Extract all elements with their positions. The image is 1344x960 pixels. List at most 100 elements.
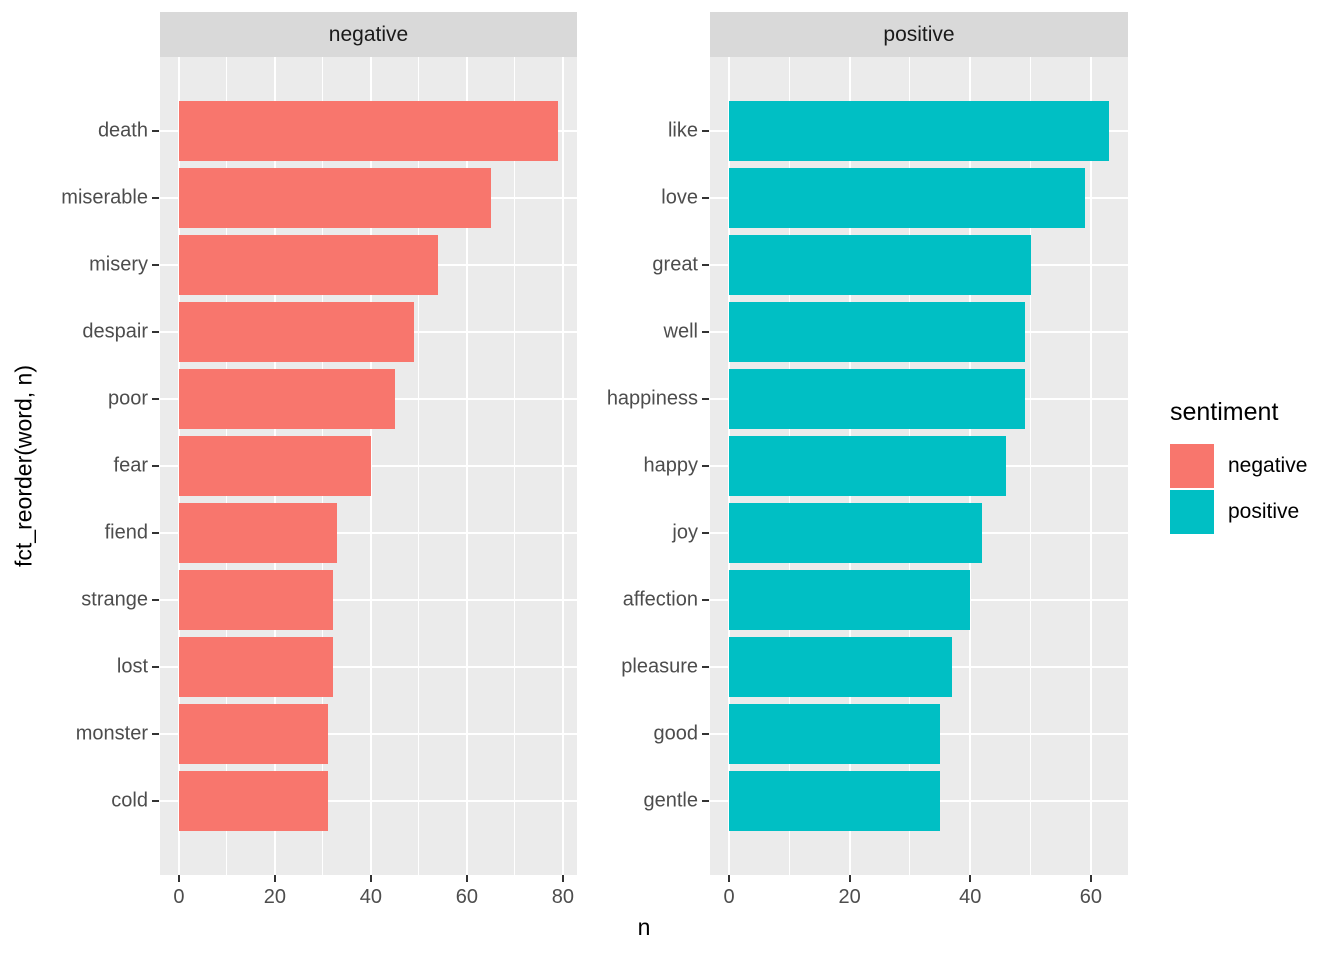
- y-axis-label-happy: happy: [643, 454, 699, 477]
- y-tick-mark: [152, 397, 159, 400]
- y-axis-label-monster: monster: [75, 722, 148, 745]
- x-tick-mark: [1089, 875, 1092, 882]
- y-tick-mark: [702, 263, 709, 266]
- y-tick-mark: [152, 330, 159, 333]
- y-tick-mark: [152, 800, 159, 803]
- x-tick-label: 0: [173, 886, 185, 908]
- y-axis-label-like: like: [667, 119, 698, 142]
- y-axis-label-love: love: [661, 186, 698, 209]
- bar-fiend: [178, 503, 338, 564]
- x-tick-mark: [369, 875, 372, 882]
- y-tick-mark: [152, 733, 159, 736]
- x-axis-title: n: [637, 914, 651, 940]
- bar-strange: [178, 570, 333, 631]
- x-tick-mark: [273, 875, 276, 882]
- bar-joy: [729, 503, 983, 564]
- bar-affection: [729, 570, 971, 631]
- x-tick-mark: [465, 875, 468, 882]
- gridline-horizontal: [160, 599, 577, 602]
- y-tick-mark: [152, 599, 159, 602]
- y-tick-mark: [702, 196, 709, 199]
- legend-key-negative: [1170, 444, 1214, 488]
- facet-strip-positive: positive: [710, 12, 1128, 57]
- gridline-vertical-minor: [514, 57, 516, 875]
- panel-positive: [710, 57, 1128, 875]
- x-tick-mark: [177, 875, 180, 882]
- panel-negative: [160, 57, 577, 875]
- bar-happy: [729, 436, 1007, 496]
- y-axis-label-gentle: gentle: [643, 789, 699, 812]
- bar-miserable: [178, 167, 491, 228]
- facet-strip-positive-label: positive: [883, 22, 955, 46]
- legend-key-positive: [1170, 490, 1214, 534]
- y-axis-label-great: great: [652, 253, 698, 276]
- bar-fear: [178, 436, 371, 496]
- x-tick-label: 60: [1079, 886, 1103, 908]
- x-tick-mark: [561, 875, 564, 882]
- y-axis-label-cold: cold: [111, 789, 148, 812]
- gridline-vertical-major: [561, 57, 564, 875]
- y-tick-mark: [702, 800, 709, 803]
- x-tick-mark: [969, 875, 972, 882]
- bar-great: [729, 234, 1031, 295]
- x-tick-mark: [728, 875, 730, 882]
- y-tick-mark: [152, 666, 159, 669]
- y-axis-label-misery: misery: [89, 253, 148, 276]
- y-tick-mark: [702, 330, 709, 333]
- x-tick-mark: [848, 875, 851, 882]
- y-tick-mark: [152, 532, 159, 535]
- bar-death: [178, 100, 559, 161]
- bar-despair: [178, 301, 415, 362]
- gridline-vertical-minor: [418, 57, 420, 875]
- bar-poor: [178, 368, 395, 429]
- x-tick-label: 60: [455, 886, 478, 908]
- y-tick-mark: [152, 465, 159, 467]
- y-tick-mark: [702, 666, 709, 669]
- y-axis-label-despair: despair: [82, 320, 148, 343]
- bar-gentle: [729, 771, 941, 832]
- y-axis-label-poor: poor: [107, 387, 148, 410]
- facet-strip-negative: negative: [160, 12, 577, 57]
- bar-pleasure: [729, 637, 953, 698]
- y-axis-label-well: well: [663, 320, 698, 343]
- bar-happiness: [729, 368, 1025, 429]
- y-axis-label-happiness: happiness: [606, 387, 698, 410]
- y-axis-label-fiend: fiend: [104, 521, 148, 544]
- x-tick-label: 20: [263, 886, 287, 908]
- gridline-vertical-major: [1089, 57, 1092, 875]
- x-tick-label: 40: [959, 886, 982, 908]
- bar-like: [729, 100, 1109, 161]
- y-axis-label-miserable: miserable: [61, 186, 148, 209]
- bar-love: [729, 167, 1085, 228]
- gridline-horizontal: [160, 800, 577, 803]
- y-tick-mark: [702, 599, 709, 602]
- bar-lost: [178, 637, 333, 698]
- facet-strip-negative-label: negative: [328, 22, 409, 46]
- y-tick-mark: [702, 733, 709, 736]
- y-axis-title: fct_reorder(word, n): [10, 365, 37, 567]
- x-tick-label: 40: [359, 886, 383, 908]
- x-tick-label: 0: [723, 886, 735, 908]
- y-tick-mark: [702, 129, 709, 132]
- gridline-horizontal: [160, 532, 577, 535]
- y-tick-mark: [702, 397, 709, 400]
- bar-monster: [178, 704, 328, 765]
- gridline-vertical-major: [369, 57, 372, 875]
- bar-good: [729, 704, 941, 765]
- x-tick-label: 20: [838, 886, 861, 908]
- y-tick-mark: [702, 532, 709, 535]
- y-tick-mark: [152, 196, 159, 199]
- x-tick-label: 80: [551, 886, 574, 908]
- y-axis-label-good: good: [653, 722, 699, 745]
- y-tick-mark: [152, 129, 159, 132]
- legend-label-positive: positive: [1228, 500, 1300, 523]
- legend-label-negative: negative: [1228, 454, 1308, 477]
- y-axis-label-fear: fear: [113, 454, 148, 477]
- bar-misery: [178, 234, 439, 295]
- gridline-horizontal: [160, 733, 577, 736]
- y-axis-label-affection: affection: [622, 588, 698, 611]
- gridline-vertical-major: [465, 57, 468, 875]
- gridline-vertical-minor: [1030, 57, 1032, 875]
- legend-title: sentiment: [1170, 398, 1279, 426]
